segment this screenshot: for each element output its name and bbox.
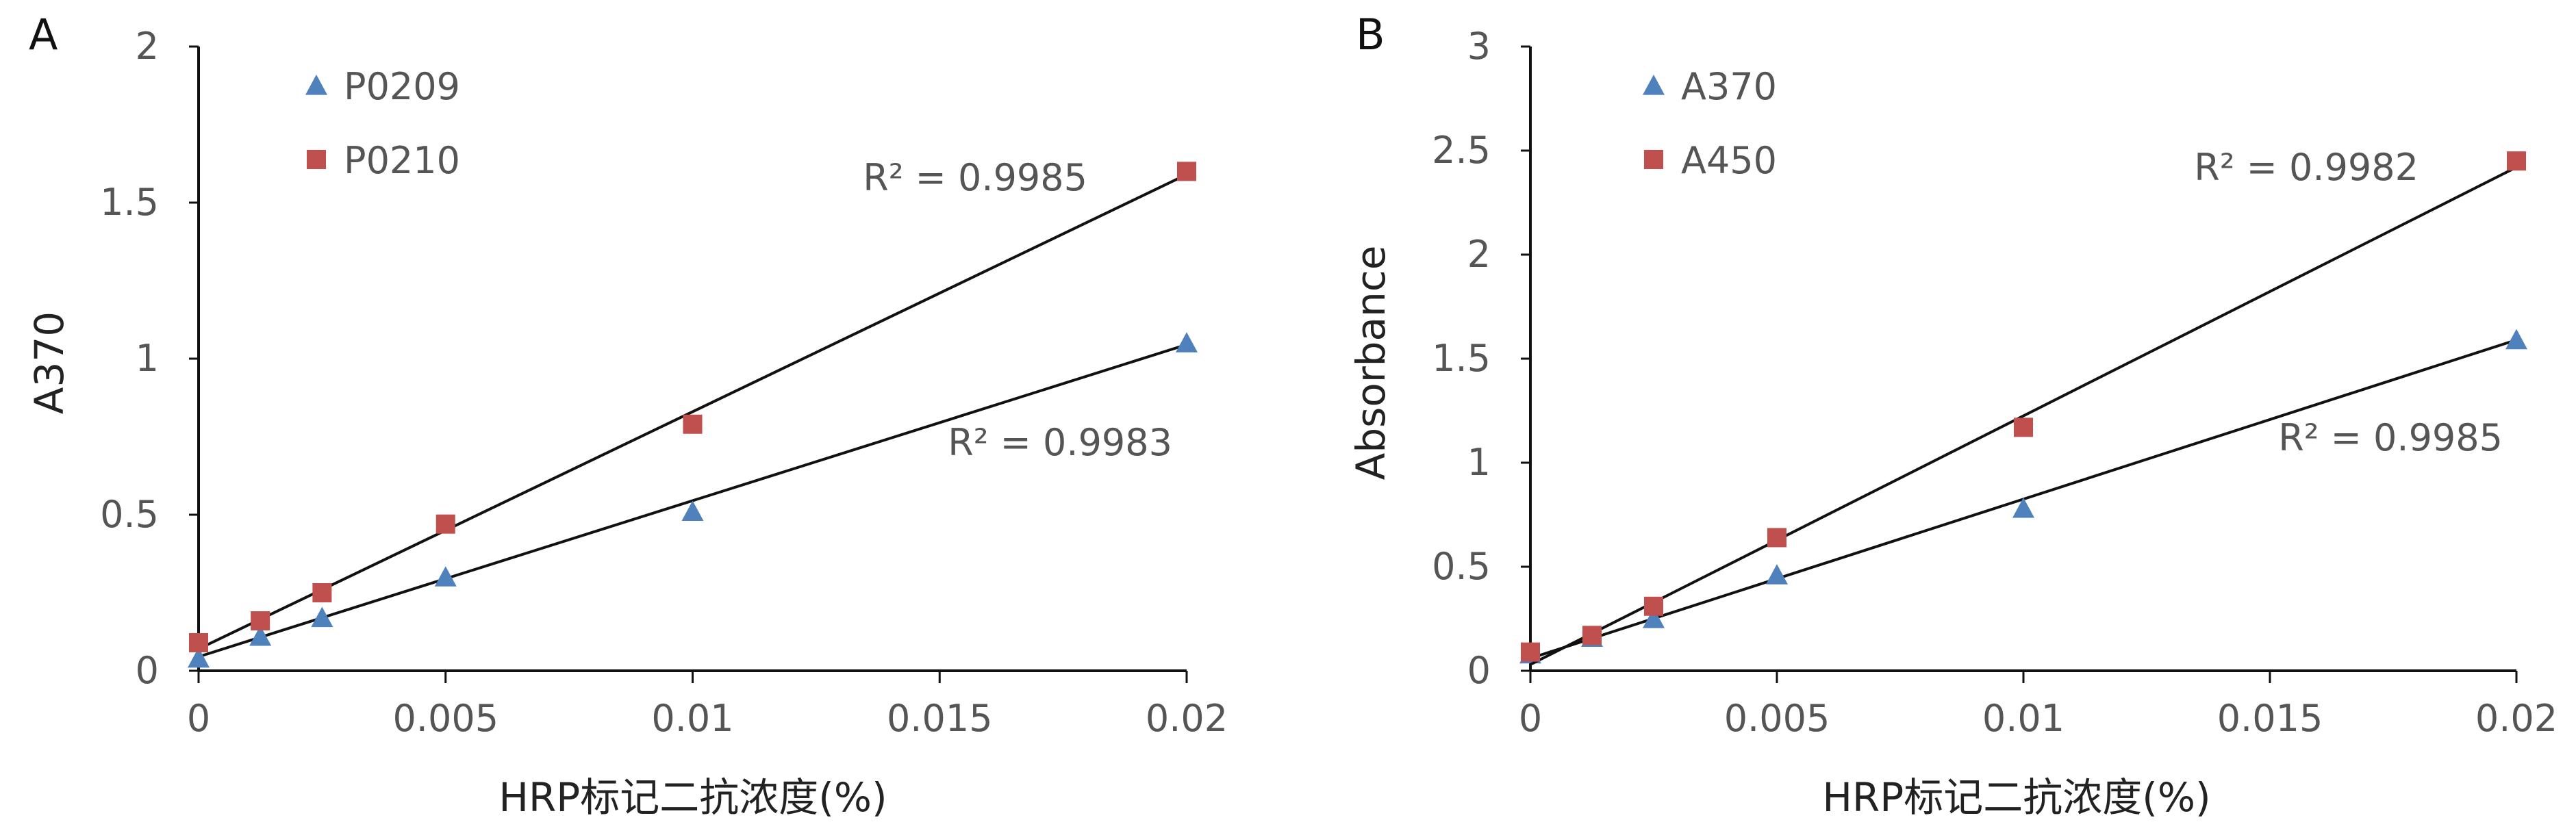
data-point [1643,608,1665,628]
data-point [249,625,272,646]
x-tick-label: 0.015 [2217,697,2323,740]
y-tick-label: 2.5 [1432,129,1491,172]
data-point [188,647,210,668]
y-tick-label: 1 [136,337,159,380]
y-axis-title: A370 [26,311,73,414]
data-point [251,611,270,631]
x-axis-title: HRP标记二抗浓度(%) [498,774,887,821]
legend-label: P0209 [344,65,460,108]
x-tick-label: 0.02 [2475,697,2558,740]
y-tick-label: 0 [1467,649,1491,692]
panel-label: A [29,10,58,60]
data-point [1582,626,1602,645]
y-axis-title: Absorbance [1348,246,1394,480]
x-tick-label: 0.02 [1146,697,1228,740]
x-tick-label: 0.005 [1724,697,1830,740]
y-tick-label: 2 [1467,233,1491,276]
r-squared-label: R² = 0.9985 [863,156,1087,199]
x-tick-label: 0.01 [651,697,733,740]
r-squared-label: R² = 0.9985 [2278,416,2503,459]
data-point [1521,642,1540,662]
x-tick-label: 0.005 [392,697,498,740]
legend-marker [1644,150,1663,169]
y-tick-label: 0 [136,649,159,692]
y-tick-label: 0.5 [1432,545,1491,588]
legend-marker [305,75,327,95]
chart-panel-b: B Absorbance HRP标记二抗浓度(%) 0 0.5 1 1.5 2 2.5 3 0… [1348,10,2558,821]
legend-marker [307,150,326,169]
y-tick-label: 2 [136,25,159,68]
data-point [1177,162,1196,181]
x-tick-label: 0.01 [1982,697,2064,740]
data-point [1644,596,1663,616]
r-squared-label: R² = 0.9982 [2194,146,2419,189]
x-tick-label: 0 [1519,697,1542,740]
data-point [189,632,208,652]
data-point [1766,564,1788,585]
data-point [2505,329,2527,350]
legend-marker [1643,75,1665,95]
data-point [311,606,333,628]
trendline-p0210 [198,173,1187,650]
data-point [2014,418,2033,437]
y-tick-label: 3 [1467,25,1491,68]
data-point [1176,332,1198,353]
data-point [435,514,455,534]
legend-label: A450 [1681,139,1777,182]
data-point [434,566,457,587]
x-tick-label: 0.015 [887,697,993,740]
y-tick-label: 0.5 [100,493,159,536]
data-point [2507,151,2526,171]
chart-panel-a: A A370 HRP标记二抗浓度(%) 0 0.5 1 1.5 2 0 0.005 0.01 0… [26,10,1228,821]
trendline-a450 [1530,166,2517,666]
legend-label: P0210 [344,139,460,182]
y-tick-label: 1.5 [100,181,159,224]
panel-label: B [1356,10,1385,60]
r-squared-label: R² = 0.9983 [948,421,1172,464]
legend-label: A370 [1681,65,1777,108]
y-tick-label: 1 [1467,441,1491,484]
data-point [312,583,332,602]
data-point [1767,528,1786,548]
data-point [683,414,703,434]
y-tick-label: 1.5 [1432,337,1491,380]
x-axis-title: HRP标记二抗浓度(%) [1822,774,2210,821]
data-point [2012,497,2034,518]
x-tick-label: 0 [187,697,210,740]
data-point [681,500,704,522]
